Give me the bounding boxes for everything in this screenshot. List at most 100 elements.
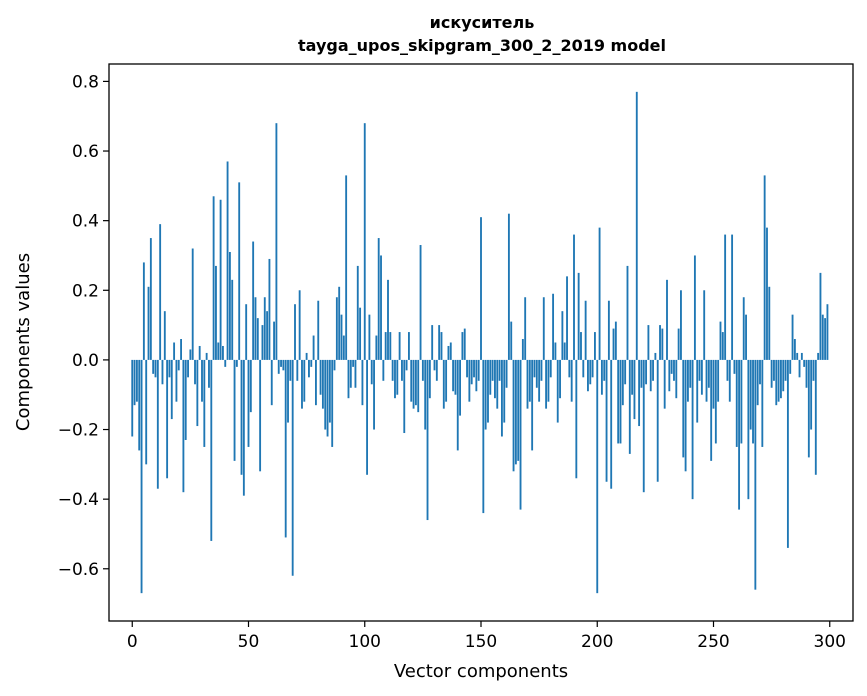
bar (721, 332, 724, 360)
bar (456, 359, 459, 451)
bar (275, 123, 278, 360)
bar (305, 352, 308, 360)
bar (414, 359, 417, 406)
bar (373, 359, 375, 430)
bar (535, 359, 538, 388)
bar (812, 359, 815, 381)
bar (247, 359, 250, 447)
bar (821, 314, 824, 360)
bar (698, 359, 701, 381)
bar (426, 359, 429, 521)
bar (673, 359, 675, 381)
bar (710, 359, 713, 461)
bar (321, 359, 324, 409)
bar (294, 304, 296, 360)
bar (612, 328, 615, 360)
bar (401, 359, 403, 381)
bar (819, 272, 822, 360)
bar (359, 307, 362, 360)
bar (180, 339, 182, 360)
bar (245, 304, 248, 360)
bar (500, 359, 503, 437)
bar (335, 297, 338, 360)
bar (438, 325, 441, 360)
bar (491, 359, 494, 381)
bar (717, 359, 720, 402)
bar (661, 328, 664, 360)
x-tick-label: 0 (127, 632, 138, 652)
bar (780, 359, 782, 399)
bar (761, 359, 764, 447)
bar (352, 359, 355, 367)
bar (547, 359, 550, 402)
bar (824, 318, 827, 360)
bar (166, 359, 169, 479)
bar (431, 325, 434, 360)
bar (805, 359, 808, 388)
bar (719, 321, 722, 360)
bar (782, 359, 785, 392)
bar (640, 359, 643, 388)
bar (712, 359, 715, 409)
bar (652, 359, 654, 381)
bar (731, 234, 734, 360)
bar (791, 314, 794, 360)
bar (775, 359, 778, 406)
bar (189, 349, 192, 360)
bar (194, 359, 196, 385)
bar (138, 359, 141, 451)
bar (703, 290, 706, 360)
bar (333, 359, 336, 371)
bar (394, 359, 396, 399)
bar (203, 359, 206, 447)
bar (380, 255, 382, 360)
y-tick-label: 0.6 (72, 142, 99, 162)
bar (666, 279, 668, 360)
bar (482, 359, 485, 514)
bar (647, 325, 650, 360)
bar (473, 359, 475, 378)
bar (714, 359, 717, 444)
bar (587, 359, 589, 392)
bar (184, 359, 187, 440)
bar (768, 286, 771, 360)
bar (428, 359, 431, 399)
bar (670, 359, 673, 374)
bar (531, 359, 534, 451)
bar (603, 359, 606, 381)
bar (621, 359, 624, 406)
bar (435, 359, 438, 381)
bar (177, 359, 180, 371)
bar (131, 359, 134, 437)
bar (301, 359, 303, 409)
y-axis-label: Components values (13, 253, 34, 431)
bar (628, 359, 631, 454)
y-tick-label: −0.4 (58, 490, 99, 510)
bar (649, 359, 652, 392)
bar (238, 182, 241, 360)
bar (212, 196, 215, 360)
bar (735, 359, 738, 447)
bar (370, 359, 373, 385)
bar (614, 321, 617, 360)
bar (803, 359, 806, 367)
bar (208, 359, 210, 388)
bar (594, 332, 596, 360)
bar (324, 359, 327, 430)
bar (347, 359, 350, 399)
bar (168, 359, 171, 378)
bar (784, 359, 787, 381)
bar (559, 359, 561, 399)
bar (424, 359, 427, 430)
bar (568, 359, 571, 378)
bar (308, 359, 310, 378)
bar (542, 297, 545, 360)
bar (161, 359, 164, 385)
bar (573, 234, 575, 360)
bar (726, 359, 729, 381)
bar (403, 359, 406, 434)
bar (228, 251, 231, 360)
bar (152, 359, 155, 374)
bar (449, 342, 452, 360)
bar (147, 286, 150, 360)
